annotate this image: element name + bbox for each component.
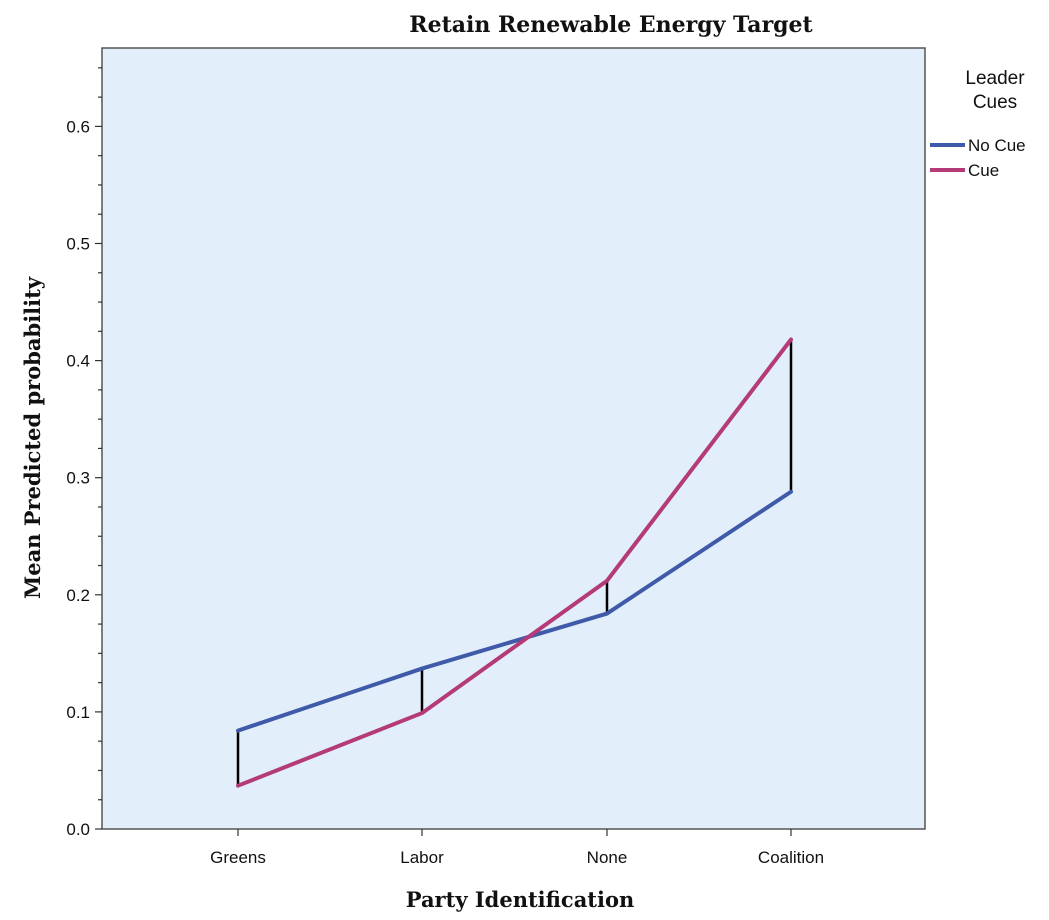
y-tick-label: 0.2 <box>66 586 90 605</box>
y-tick-label: 0.6 <box>66 117 90 136</box>
y-tick-label: 0.4 <box>66 352 90 371</box>
x-tick-label: Labor <box>400 848 444 867</box>
legend-title-line-2: Cues <box>973 92 1017 113</box>
x-axis-label: Party Identification <box>406 887 635 912</box>
y-tick-label: 0.1 <box>66 703 90 722</box>
x-axis: Greens Labor None Coalition <box>210 829 824 867</box>
legend-entries: No Cue Cue <box>930 136 1026 180</box>
plot-area <box>101 47 926 830</box>
series-line <box>236 337 793 788</box>
chart-title: Retain Renewable Energy Target <box>409 12 813 38</box>
difference-bars <box>236 339 793 786</box>
legend-label: Cue <box>968 161 999 180</box>
y-tick-label: 0.5 <box>66 235 90 254</box>
x-tick-label: Greens <box>210 848 266 867</box>
y-tick-label: 0.3 <box>66 469 90 488</box>
y-axis-label: Mean Predicted probability <box>20 276 45 599</box>
y-tick-label: 0.0 <box>66 820 90 839</box>
legend-title-line-1: Leader <box>965 68 1025 89</box>
series-lines <box>236 337 793 788</box>
legend-label: No Cue <box>968 136 1026 155</box>
x-tick-label: Coalition <box>758 848 824 867</box>
legend: Leader Cues No Cue Cue <box>930 68 1026 180</box>
y-axis: 0.0 0.1 0.2 0.3 0.4 0.5 0.6 <box>66 67 102 839</box>
x-tick-label: None <box>587 848 628 867</box>
series-line <box>236 489 793 733</box>
